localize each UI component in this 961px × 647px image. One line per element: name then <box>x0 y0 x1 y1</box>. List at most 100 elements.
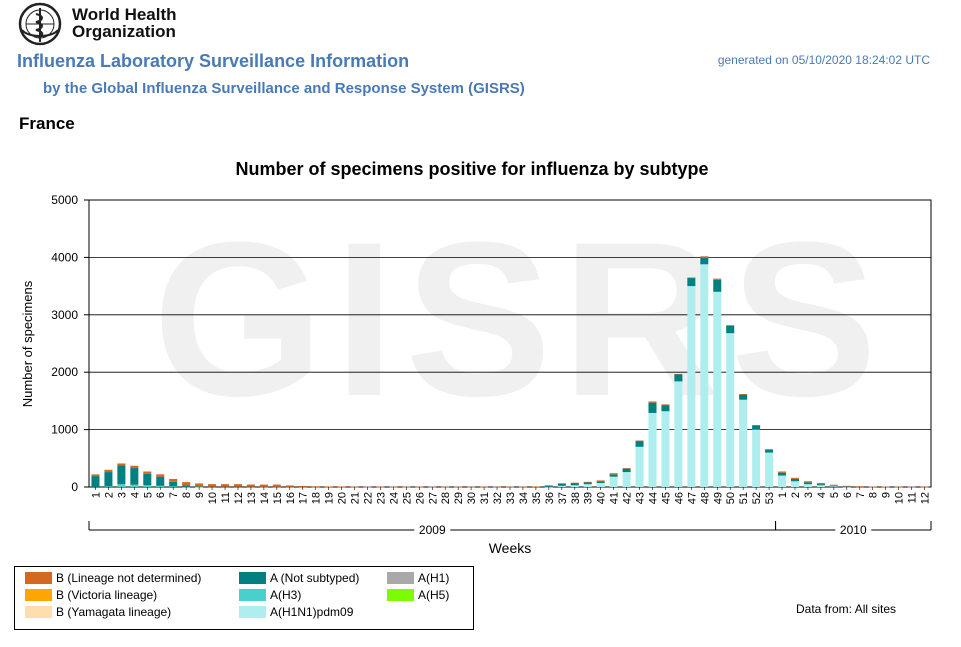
x-tick-label: 34 <box>518 492 530 504</box>
bar-segment <box>596 480 605 482</box>
bar-segment <box>765 449 774 453</box>
legend-swatch <box>387 589 414 601</box>
x-tick-label: 5 <box>142 492 154 498</box>
bar-segment <box>117 463 126 466</box>
bar-segment <box>259 484 268 487</box>
x-tick-label: 9 <box>881 492 893 498</box>
bar-segment <box>208 484 217 487</box>
bar-segment <box>778 475 787 487</box>
bar-segment <box>803 484 812 487</box>
x-tick-label: 6 <box>842 492 854 498</box>
x-tick-label: 50 <box>725 492 737 504</box>
bar-segment <box>881 486 890 488</box>
bar-segment <box>233 484 242 487</box>
x-tick-label: 32 <box>492 492 504 504</box>
y-tick-label: 2000 <box>51 365 78 379</box>
bar-segment <box>557 483 566 486</box>
bar-segment <box>182 482 191 486</box>
bar-segment <box>778 472 787 476</box>
x-tick-label: 43 <box>635 492 647 504</box>
x-tick-label: 42 <box>622 492 634 504</box>
bar-segment <box>648 412 657 487</box>
bar-segment <box>415 486 424 488</box>
bar-segment <box>687 277 696 279</box>
x-tick-label: 14 <box>259 492 271 504</box>
x-axis-label: Weeks <box>489 540 532 556</box>
bar-segment <box>790 478 800 482</box>
legend-item: B (Yamagata lineage) <box>25 605 171 619</box>
legend-swatch <box>239 572 266 584</box>
legend-label: A (Not subtyped) <box>270 571 360 585</box>
bar-segment <box>752 425 761 426</box>
bar-segment <box>350 486 359 488</box>
bar-segment <box>622 468 631 473</box>
x-tick-label: 52 <box>751 492 763 504</box>
bar-segment <box>816 485 825 487</box>
bar-segment <box>156 474 165 477</box>
x-tick-label: 15 <box>272 492 284 504</box>
legend-swatch <box>25 572 52 584</box>
legend-swatch <box>387 572 414 584</box>
bar-segment <box>739 394 748 400</box>
chart-legend: B (Lineage not determined) B (Victoria li… <box>14 566 474 630</box>
x-tick-label: 6 <box>155 492 167 498</box>
bar-segment <box>829 485 838 487</box>
bar-segment <box>104 486 113 488</box>
x-tick-label: 21 <box>350 492 362 504</box>
bar-segment <box>803 481 812 483</box>
bar-segment <box>842 485 851 487</box>
bar-segment <box>661 404 670 406</box>
bar-segment <box>130 468 139 485</box>
bar-segment <box>622 468 631 469</box>
x-tick-label: 28 <box>440 492 452 504</box>
x-tick-label: 44 <box>647 492 659 504</box>
x-tick-label: 1 <box>90 492 102 498</box>
bar-segment <box>622 472 631 487</box>
bar-segment <box>467 486 476 488</box>
bar-segment <box>441 486 450 488</box>
bar-segment <box>713 278 722 280</box>
bar-segment <box>169 478 178 482</box>
bar-segment <box>855 486 864 487</box>
country-name: France <box>19 114 75 133</box>
bar-segment <box>816 482 825 485</box>
x-tick-label: 23 <box>375 492 387 504</box>
bar-segment <box>635 440 644 442</box>
bar-segment <box>609 474 618 477</box>
bar-segment <box>557 483 566 484</box>
bar-segment <box>531 486 540 488</box>
bar-segment <box>480 486 489 488</box>
legend-label: B (Yamagata lineage) <box>56 605 172 619</box>
bar-segment <box>570 482 579 484</box>
bar-segment <box>285 485 294 487</box>
bar-segment <box>726 325 735 334</box>
x-tick-label: 46 <box>673 492 685 504</box>
who-logo-text: World Health Organization <box>72 6 177 40</box>
legend-item: B (Lineage not determined) <box>25 571 201 585</box>
bar-segment <box>596 481 605 483</box>
bar-segment <box>583 482 592 485</box>
x-tick-label: 38 <box>570 492 582 504</box>
bar-segment <box>674 381 683 487</box>
bar-segment <box>661 405 670 412</box>
x-tick-label: 26 <box>414 492 426 504</box>
bar-segment <box>635 446 644 487</box>
bar-segment <box>816 484 825 486</box>
x-tick-label: 10 <box>207 492 219 504</box>
bar-segment <box>454 486 463 488</box>
x-tick-label: 18 <box>311 492 323 504</box>
legend-item: A(H1N1)pdm09 <box>239 605 353 619</box>
legend-item: A(H5) <box>387 588 449 602</box>
x-tick-label: 30 <box>466 492 478 504</box>
bar-segment <box>726 333 735 487</box>
bar-segment <box>182 485 191 487</box>
bar-segment <box>143 485 152 487</box>
bar-segment <box>790 477 800 479</box>
watermark-text: GISRS <box>153 196 888 442</box>
who-emblem-icon <box>18 2 62 46</box>
legend-swatch <box>239 606 266 618</box>
bar-segment <box>700 257 709 265</box>
bar-segment <box>583 484 592 487</box>
x-tick-label: 37 <box>557 492 569 504</box>
bar-segment <box>518 486 527 488</box>
